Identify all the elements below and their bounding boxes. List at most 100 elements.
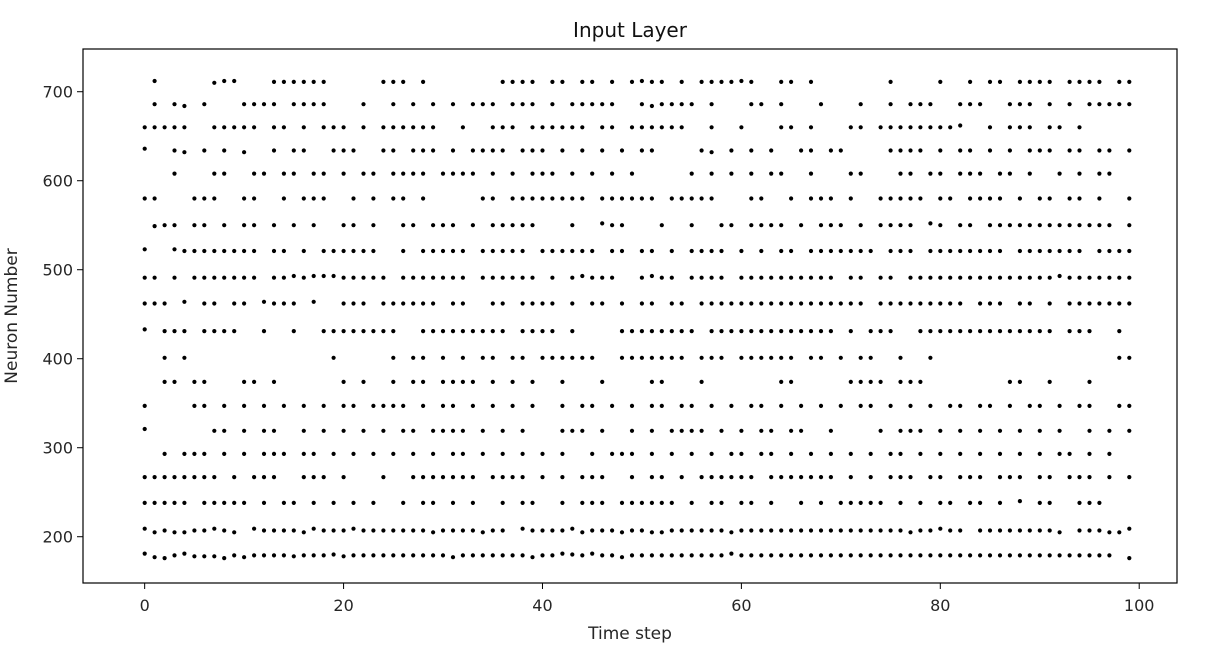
spike-point (1077, 248, 1082, 254)
spike-point (619, 248, 625, 254)
spike-point (1027, 79, 1032, 84)
spike-point (928, 171, 933, 176)
spike-point (689, 528, 694, 533)
spike-point (242, 196, 247, 201)
spike-point (261, 553, 267, 558)
spike-point (729, 329, 734, 334)
spike-point (1017, 275, 1023, 280)
spike-point (520, 329, 525, 334)
spike-point (470, 171, 475, 176)
spike-point (918, 379, 923, 384)
spike-point (361, 329, 366, 334)
spike-point (162, 355, 167, 360)
y-axis: 200 300 400 500 600 700 (42, 83, 83, 547)
spike-point (540, 301, 545, 306)
spike-point (639, 196, 645, 201)
spike-point (1057, 248, 1062, 254)
spike-point (808, 528, 814, 533)
spike-point (580, 553, 585, 558)
spike-point (371, 329, 376, 334)
spike-point (480, 428, 485, 433)
spike-point (152, 301, 157, 306)
spike-point (411, 148, 416, 153)
y-tick-label: 600 (42, 172, 73, 191)
spike-point (560, 125, 565, 130)
spike-point (321, 329, 326, 334)
spike-point (978, 428, 983, 433)
spike-point (431, 275, 436, 280)
spike-point (530, 171, 535, 176)
spike-point (212, 301, 217, 306)
spike-point (401, 403, 406, 408)
spike-point (371, 528, 376, 533)
spike-point (351, 553, 356, 558)
spike-point (1047, 528, 1052, 533)
spike-point (639, 148, 645, 153)
spike-point (470, 148, 475, 153)
spike-point (152, 102, 157, 107)
spike-point (202, 451, 207, 456)
spike-point (610, 275, 615, 280)
spike-point (1007, 329, 1013, 334)
spike-point (699, 79, 704, 84)
spike-point (898, 125, 903, 130)
spike-point (1097, 79, 1102, 84)
spike-point (1017, 223, 1023, 228)
spike-point (759, 528, 764, 533)
spike-point (1057, 403, 1062, 408)
spike-point (878, 553, 883, 558)
spike-point (232, 78, 237, 84)
spike-point (331, 329, 336, 334)
spike-point (997, 451, 1003, 456)
spike-point (371, 196, 376, 201)
spike-point (978, 248, 983, 254)
spike-point (888, 301, 893, 306)
spike-point (908, 530, 913, 535)
spike-point (808, 125, 814, 130)
spike-point (918, 275, 923, 280)
spike-point (808, 329, 814, 334)
spike-point (619, 355, 625, 360)
spike-point (311, 500, 316, 505)
spike-point (172, 553, 177, 558)
spike-point (928, 329, 933, 334)
spike-point (421, 329, 426, 334)
spike-point (1087, 102, 1092, 107)
spike-point (1107, 530, 1112, 535)
spike-point (1057, 428, 1062, 433)
spike-point (222, 528, 227, 533)
spike-point (639, 355, 645, 360)
spike-point (192, 451, 197, 456)
spike-point (570, 355, 575, 360)
spike-point (838, 223, 843, 228)
spike-point (460, 355, 465, 360)
spike-point (1097, 102, 1102, 107)
spike-point (401, 125, 406, 130)
spike-point (331, 125, 336, 130)
spike-point (580, 500, 585, 505)
spike-point (908, 475, 913, 480)
spike-point (649, 329, 655, 334)
spike-point (570, 275, 575, 280)
spike-point (411, 528, 416, 533)
spike-point (202, 148, 207, 153)
spike-point (261, 451, 267, 456)
spike-point (818, 329, 824, 334)
spike-point (460, 125, 465, 130)
spike-point (490, 171, 495, 176)
spike-point (391, 553, 396, 558)
spike-point (987, 553, 993, 558)
spike-point (729, 171, 734, 176)
spike-point (510, 196, 515, 201)
spike-point (202, 528, 207, 533)
spike-point (351, 403, 356, 408)
spike-point (421, 528, 426, 533)
spike-point (500, 148, 505, 153)
spike-point (898, 248, 903, 254)
spike-point (1127, 526, 1132, 531)
spike-point (1037, 553, 1042, 558)
spike-point (261, 428, 267, 433)
spike-point (252, 223, 257, 228)
